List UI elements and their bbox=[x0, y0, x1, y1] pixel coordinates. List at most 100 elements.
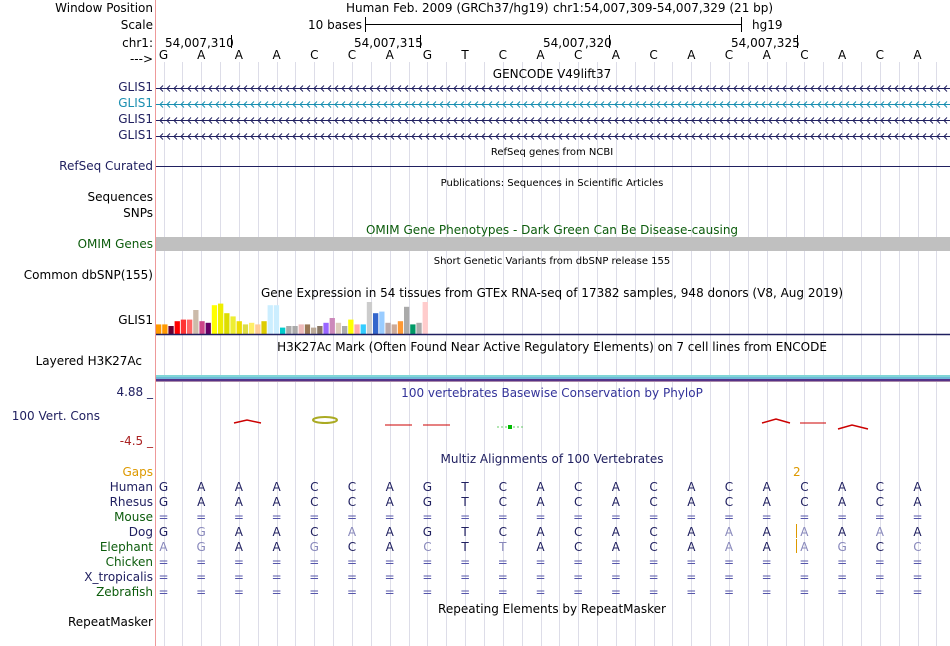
gtex-bar bbox=[249, 322, 255, 334]
alignment-base: = bbox=[422, 570, 433, 584]
omim-track-label[interactable]: OMIM Genes bbox=[77, 237, 153, 251]
sequences-track-label[interactable]: Sequences bbox=[87, 190, 153, 204]
base-letter: A bbox=[234, 48, 243, 62]
gene-line-3 bbox=[156, 117, 950, 124]
alignment-base: A bbox=[272, 540, 281, 554]
alignment-base: T bbox=[461, 495, 469, 509]
gencode-gene-label-1[interactable]: GLIS1 bbox=[118, 80, 153, 94]
alignment-base: A bbox=[875, 525, 884, 539]
alignment-base: A bbox=[724, 525, 734, 539]
gtex-track-title[interactable]: Gene Expression in 54 tissues from GTEx … bbox=[260, 286, 844, 300]
alignment-base: = bbox=[686, 570, 697, 584]
alignment-base: = bbox=[610, 555, 621, 569]
alignment-base: = bbox=[799, 510, 810, 524]
gtex-bar bbox=[335, 322, 342, 334]
alignment-base: C bbox=[347, 540, 357, 554]
alignment-base: = bbox=[196, 585, 207, 599]
gtex-bar bbox=[342, 326, 348, 334]
alignment-base: A bbox=[913, 480, 922, 494]
alignment-base: C bbox=[875, 480, 884, 494]
gencode-gene-label-3[interactable]: GLIS1 bbox=[118, 112, 153, 126]
gtex-bar bbox=[193, 310, 199, 334]
alignment-base: C bbox=[800, 480, 809, 494]
alignment-base: = bbox=[271, 570, 282, 584]
gtex-bar bbox=[187, 319, 193, 334]
alignment-base: A bbox=[800, 525, 809, 539]
alignment-base: A bbox=[687, 480, 696, 494]
alignment-base: = bbox=[686, 555, 697, 569]
alignment-base: G bbox=[422, 480, 433, 494]
alignment-base: A bbox=[611, 480, 620, 494]
alignment-base: A bbox=[687, 525, 696, 539]
alignment-base: = bbox=[648, 555, 659, 569]
gtex-bar bbox=[391, 324, 397, 334]
h3k27ac-track-label[interactable]: Layered H3K27Ac bbox=[35, 354, 142, 368]
alignment-base: = bbox=[837, 510, 848, 524]
assembly-title: Human Feb. 2009 (GRCh37/hg19) bbox=[346, 1, 549, 15]
alignment-base: C bbox=[310, 495, 319, 509]
repeatmasker-track-label[interactable]: RepeatMasker bbox=[67, 615, 153, 629]
window-position-label: Window Position bbox=[55, 1, 153, 15]
multiz-track-title[interactable]: Multiz Alignments of 100 Vertebrates bbox=[440, 452, 664, 466]
dbsnp-track-label[interactable]: Common dbSNP(155) bbox=[23, 268, 153, 282]
alignment-base: C bbox=[649, 540, 658, 554]
dbsnp-track-title[interactable]: Short Genetic Variants from dbSNP releas… bbox=[433, 256, 671, 267]
alignment-base: C bbox=[649, 525, 658, 539]
alignment-base: A bbox=[913, 495, 922, 509]
gtex-bar bbox=[422, 302, 428, 334]
gene-line-2 bbox=[156, 101, 950, 108]
alignment-base: G bbox=[196, 525, 206, 539]
gtex-bar bbox=[397, 321, 404, 334]
cons-track-label[interactable]: 100 Vert. Cons bbox=[11, 409, 100, 423]
alignment-base: A bbox=[536, 540, 545, 554]
alignment-base: = bbox=[874, 570, 885, 584]
gencode-gene-label-4[interactable]: GLIS1 bbox=[118, 128, 153, 142]
alignment-base: = bbox=[309, 555, 320, 569]
alignment-base: T bbox=[499, 540, 507, 554]
alignment-base: = bbox=[460, 510, 471, 524]
alignment-base: = bbox=[233, 555, 244, 569]
alignment-base: = bbox=[497, 510, 508, 524]
alignment-base: = bbox=[497, 570, 508, 584]
gencode-track-title[interactable]: GENCODE V49lift37 bbox=[492, 67, 612, 81]
base-letter: C bbox=[649, 48, 658, 62]
gtex-bar bbox=[385, 322, 391, 334]
gtex-bar bbox=[255, 324, 261, 334]
gtex-bar bbox=[174, 321, 180, 334]
gtex-bar bbox=[366, 302, 373, 334]
alignment-base: = bbox=[460, 570, 471, 584]
base-letter: A bbox=[913, 48, 922, 62]
chrom-label: chr1: bbox=[122, 36, 153, 50]
alignment-base: = bbox=[384, 585, 395, 599]
alignment-base: = bbox=[271, 510, 282, 524]
gtex-bar bbox=[280, 327, 286, 334]
alignment-base: A bbox=[762, 480, 771, 494]
gencode-gene-label-2[interactable]: GLIS1 bbox=[118, 96, 153, 110]
snps-track-label[interactable]: SNPs bbox=[123, 206, 153, 220]
repeat-track-title[interactable]: Repeating Elements by RepeatMasker bbox=[438, 602, 666, 616]
alignment-base: = bbox=[723, 570, 735, 584]
refseq-track-title[interactable]: RefSeq genes from NCBI bbox=[490, 147, 614, 158]
alignment-base: A bbox=[234, 540, 243, 554]
cons-track-title[interactable]: 100 vertebrates Basewise Conservation by… bbox=[401, 386, 703, 400]
alignment-base: = bbox=[346, 570, 358, 584]
base-letter: C bbox=[498, 48, 507, 62]
alignment-base: A bbox=[272, 480, 281, 494]
coord-label-3: 54,007,320 bbox=[543, 36, 612, 50]
scale-db-text: hg19 bbox=[752, 18, 783, 32]
alignment-base: = bbox=[158, 510, 169, 524]
species-xtropicalis-label: X_tropicalis bbox=[84, 570, 153, 584]
alignment-base: = bbox=[309, 570, 320, 584]
refseq-track-label[interactable]: RefSeq Curated bbox=[59, 159, 153, 173]
alignment-base: = bbox=[837, 585, 848, 599]
omim-track-title[interactable]: OMIM Gene Phenotypes - Dark Green Can Be… bbox=[365, 223, 739, 237]
pubs-track-title[interactable]: Publications: Sequences in Scientific Ar… bbox=[440, 178, 664, 189]
alignment-base: C bbox=[724, 495, 734, 509]
alignment-base: = bbox=[196, 570, 207, 584]
alignment-base: = bbox=[837, 555, 848, 569]
alignment-base: = bbox=[610, 510, 621, 524]
h3k27ac-track-title[interactable]: H3K27Ac Mark (Often Found Near Active Re… bbox=[277, 340, 827, 354]
gtex-gene-label[interactable]: GLIS1 bbox=[118, 313, 153, 327]
alignment-base: A bbox=[762, 540, 771, 554]
alignment-base: = bbox=[535, 570, 546, 584]
